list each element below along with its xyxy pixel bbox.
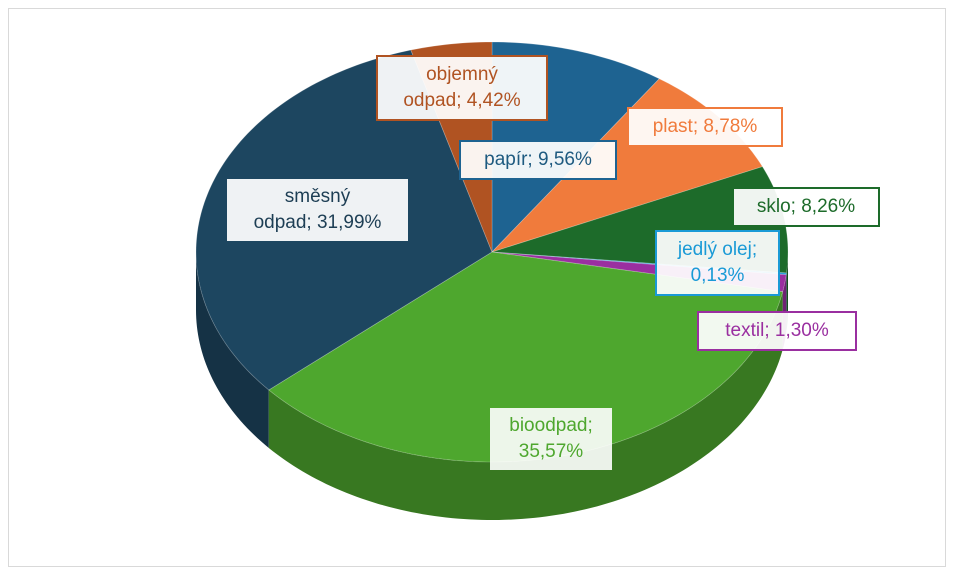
data-label: papír; 9,56% — [459, 140, 617, 180]
slice-side — [268, 291, 783, 520]
slice-side — [196, 252, 269, 448]
data-label: směsný odpad; 31,99% — [225, 177, 410, 243]
data-label: plast; 8,78% — [627, 107, 783, 147]
data-label: jedlý olej; 0,13% — [655, 230, 780, 296]
data-label: bioodpad; 35,57% — [490, 408, 612, 470]
data-label: sklo; 8,26% — [732, 187, 880, 227]
data-label: objemný odpad; 4,42% — [376, 55, 548, 121]
data-label: textil; 1,30% — [697, 311, 857, 351]
